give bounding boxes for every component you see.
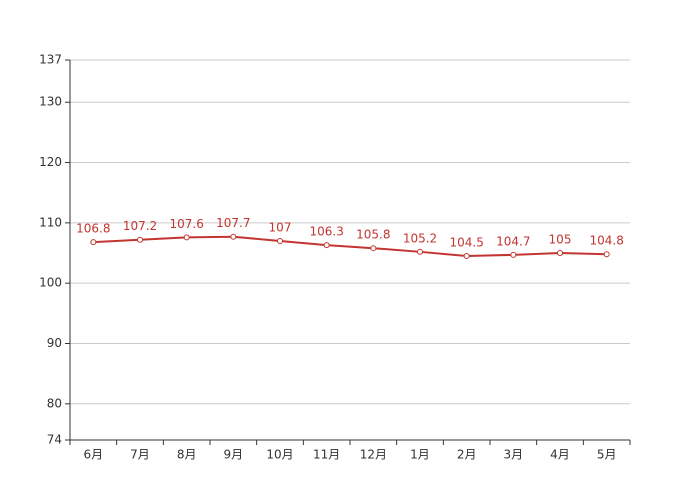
point xyxy=(323,242,330,249)
data-label: 105 xyxy=(549,233,572,247)
x-tick-label: 2月 xyxy=(457,448,477,462)
point xyxy=(603,251,610,258)
data-label: 107.7 xyxy=(216,216,250,230)
x-tick-label: 5月 xyxy=(597,448,617,462)
data-label: 104.8 xyxy=(589,234,623,248)
y-tick-label: 137 xyxy=(39,53,62,67)
y-tick-label: 80 xyxy=(47,396,62,410)
data-label: 107 xyxy=(269,220,292,234)
y-tick-label: 100 xyxy=(39,276,62,290)
data-label: 106.8 xyxy=(76,222,110,236)
point xyxy=(230,233,237,240)
y-tick-label: 90 xyxy=(47,336,62,350)
y-tick-label: 110 xyxy=(39,215,62,229)
point xyxy=(137,236,143,243)
data-label: 104.5 xyxy=(449,236,483,250)
data-label: 105.8 xyxy=(356,228,390,242)
data-label: 106.3 xyxy=(309,225,343,239)
x-tick-label: 9月 xyxy=(224,448,244,462)
x-tick-label: 1月 xyxy=(410,448,430,462)
point xyxy=(370,245,377,252)
point xyxy=(277,237,283,244)
y-tick-label: 130 xyxy=(39,95,62,109)
data-label: 107.6 xyxy=(169,217,203,231)
x-tick-label: 4月 xyxy=(550,448,570,462)
x-tick-label: 12月 xyxy=(360,448,387,462)
data-label: 104.7 xyxy=(496,234,530,248)
x-tick-label: 3月 xyxy=(504,448,524,462)
point xyxy=(557,250,563,257)
data-label: 105.2 xyxy=(403,231,437,245)
x-tick-label: 8月 xyxy=(177,448,197,462)
point xyxy=(90,239,97,246)
line xyxy=(93,235,607,258)
x-tick-label: 10月 xyxy=(266,448,293,462)
data-label: 107.2 xyxy=(123,219,157,233)
x-tick-label: 6月 xyxy=(84,448,104,462)
point xyxy=(463,253,470,260)
point xyxy=(417,248,423,255)
x-tick-label: 11月 xyxy=(313,448,340,462)
x-tick-label: 7月 xyxy=(130,448,150,462)
y-tick-label: 120 xyxy=(39,155,62,169)
y-tick-label: 74 xyxy=(47,433,62,447)
point xyxy=(510,251,517,258)
point xyxy=(183,234,190,241)
